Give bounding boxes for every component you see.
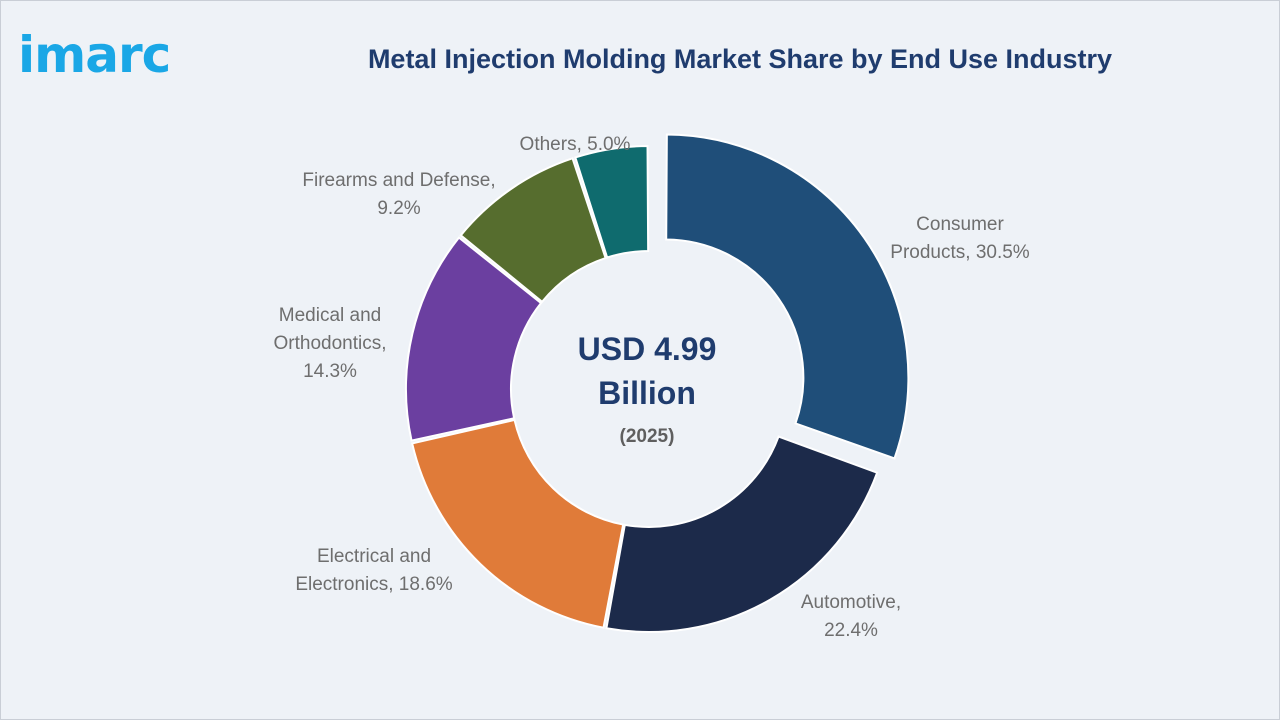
- label-automotive: Automotive, 22.4%: [801, 592, 901, 641]
- label-line: Firearms and Defense,: [302, 170, 495, 191]
- label-line: Automotive,: [801, 592, 901, 613]
- label-line: Products, 30.5%: [890, 242, 1030, 263]
- label-line: Electrical and: [317, 546, 431, 567]
- center-year: (2025): [620, 426, 675, 447]
- slice-consumer-products: [665, 133, 910, 460]
- slice-firearms-and-defense: [459, 157, 607, 304]
- label-electrical-and-electronics: Electrical and Electronics, 18.6%: [295, 546, 452, 595]
- center-label: USD 4.99 Billion (2025): [578, 331, 717, 447]
- label-line: Electronics, 18.6%: [295, 574, 452, 595]
- label-medical-and-orthodontics: Medical and Orthodontics, 14.3%: [274, 305, 387, 382]
- slice-others: [574, 144, 650, 259]
- imarc-logo: imarc: [18, 26, 171, 84]
- center-value-line1: USD 4.99: [578, 331, 717, 367]
- label-line: Medical and: [279, 305, 381, 326]
- center-value-line2: Billion: [598, 375, 696, 411]
- donut-slices: [405, 133, 910, 633]
- slice-automotive: [605, 435, 879, 633]
- slice-electrical-and-electronics: [410, 418, 625, 629]
- label-line: Consumer: [916, 214, 1004, 235]
- label-line: 9.2%: [377, 198, 420, 219]
- label-line: 14.3%: [303, 361, 357, 382]
- label-line: 22.4%: [824, 620, 878, 641]
- slice-medical-and-orthodontics: [405, 236, 543, 442]
- label-line: Others, 5.0%: [520, 134, 631, 155]
- logo-text: imarc: [18, 26, 170, 84]
- slice-labels: Consumer Products, 30.5% Automotive, 22.4% E…: [274, 134, 1030, 641]
- label-others: Others, 5.0%: [520, 134, 631, 155]
- label-line: Orthodontics,: [274, 333, 387, 354]
- label-consumer-products: Consumer Products, 30.5%: [890, 214, 1030, 263]
- chart-title: Metal Injection Molding Market Share by …: [367, 44, 1113, 74]
- label-firearms-and-defense: Firearms and Defense, 9.2%: [302, 170, 495, 219]
